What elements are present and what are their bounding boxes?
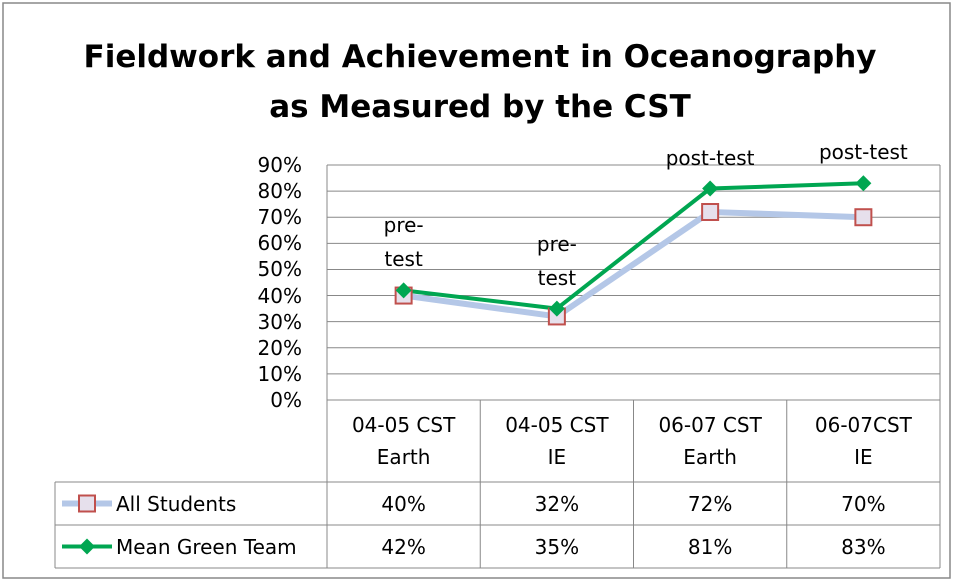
annotation: post-test <box>665 145 755 170</box>
y-tick-label: 90% <box>257 153 302 177</box>
data-label: 32% <box>534 491 580 516</box>
data-label: 70% <box>841 491 886 516</box>
y-tick-label: 0% <box>270 388 302 412</box>
legend-label: Mean Green Team <box>116 534 297 559</box>
x-tick-label: 06-07CST IE <box>814 413 912 469</box>
y-tick-label: 50% <box>257 257 302 282</box>
x-tick-label: 04-05 CST Earth <box>351 413 456 469</box>
series-line <box>403 209 864 320</box>
y-tick-label: 40% <box>257 283 302 308</box>
annotation: pre-test <box>536 231 577 290</box>
marker <box>701 203 720 221</box>
marker <box>855 175 872 192</box>
annotation: pre-test <box>383 213 424 272</box>
y-tick-label: 30% <box>257 309 302 334</box>
y-tick-label: 80% <box>257 179 302 204</box>
data-label: 72% <box>687 491 733 516</box>
data-label: 42% <box>381 534 426 559</box>
marker <box>395 282 412 299</box>
series-line <box>403 181 864 311</box>
y-tick-label: 70% <box>257 205 302 230</box>
marker <box>702 180 719 197</box>
data-label: 81% <box>687 534 733 559</box>
data-label: 83% <box>841 534 886 559</box>
data-label: 35% <box>534 534 580 559</box>
chart-title: Fieldwork and Achievement in Oceanograph… <box>83 39 877 125</box>
legend-marker <box>79 538 95 555</box>
y-tick-label: 60% <box>257 231 302 256</box>
x-tick-label: 04-05 CST IE <box>505 413 609 469</box>
marker <box>548 300 565 317</box>
data-label: 40% <box>381 491 426 516</box>
y-tick-label: 10% <box>257 361 302 386</box>
legend-label: All Students <box>116 491 237 516</box>
x-tick-label: 06-07 CST Earth <box>658 413 762 469</box>
marker <box>854 208 873 227</box>
annotation: post-test <box>818 140 908 165</box>
y-tick-label: 20% <box>257 335 302 360</box>
legend-marker <box>78 494 96 513</box>
